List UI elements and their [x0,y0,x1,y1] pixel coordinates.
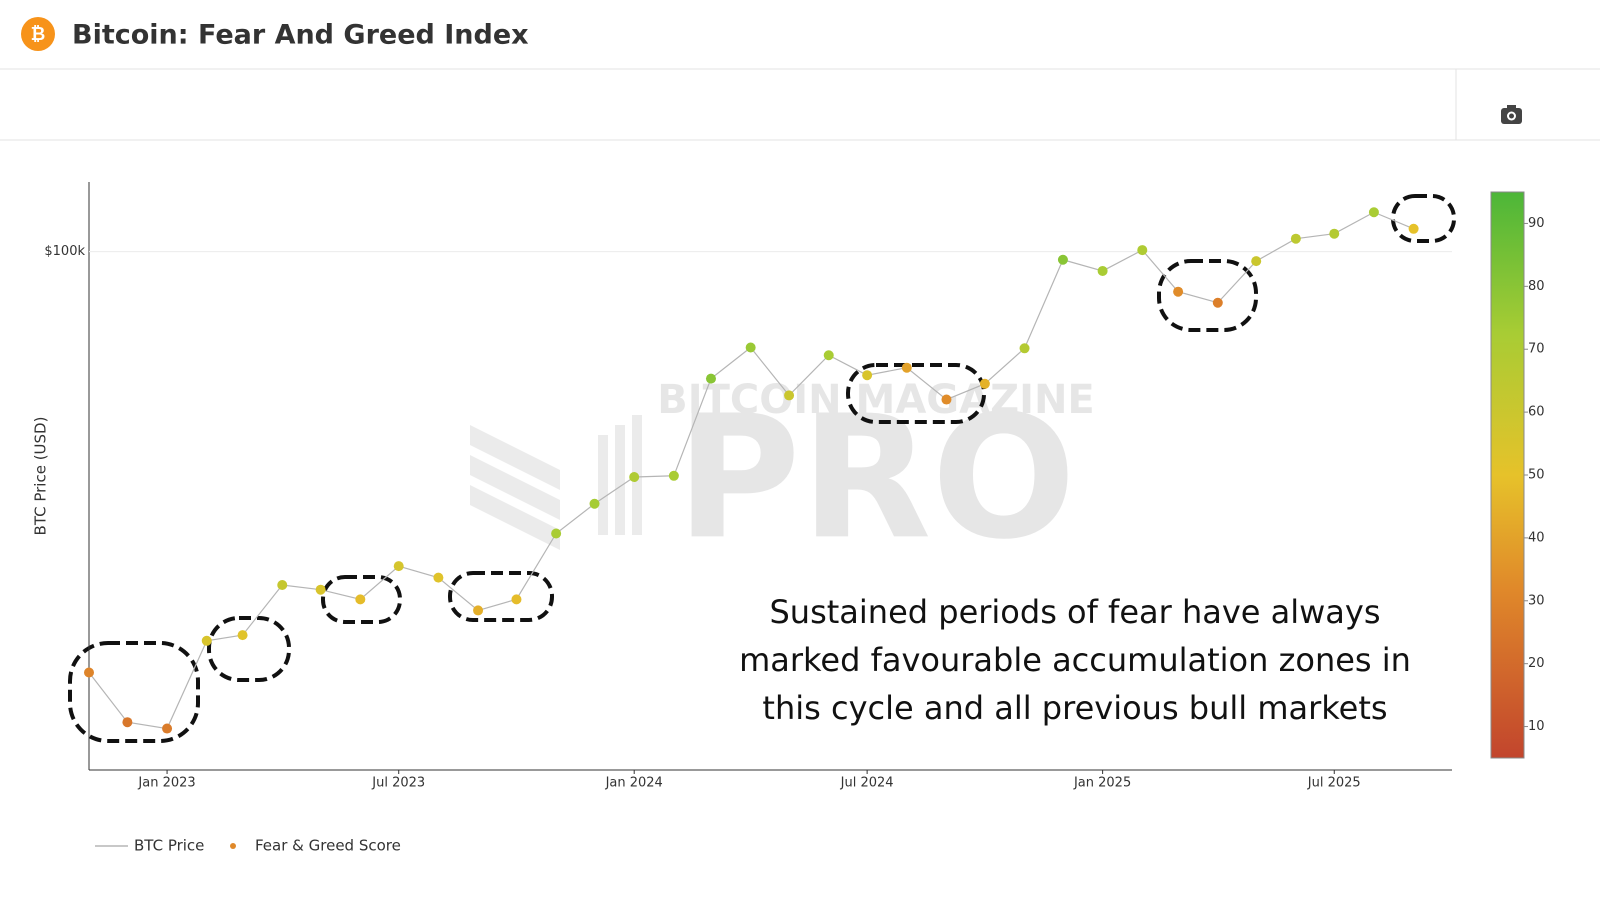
score-point [979,378,990,389]
score-point [122,717,133,728]
x-tick-label: Jul 2025 [1307,776,1361,791]
score-point [745,342,756,353]
score-point [201,635,212,646]
colorbar-tick-label: 50 [1528,468,1545,483]
score-point [433,572,444,583]
score-point [1408,223,1419,234]
score-point [551,528,562,539]
legend-label: Fear & Greed Score [255,837,401,855]
watermark: BITCOIN MAGAZINE PRO [470,377,1095,577]
score-point [668,470,679,481]
colorbar-tick-label: 90 [1528,216,1545,231]
score-point [784,390,795,401]
colorbar-tick-label: 70 [1528,342,1545,357]
score-point [1212,297,1223,308]
highlight-zones [68,194,1456,743]
score-point [277,580,288,591]
x-tick-label: Jul 2024 [840,776,894,791]
score-point [862,370,873,381]
watermark-top: BITCOIN MAGAZINE [657,377,1095,423]
score-point [84,667,94,678]
score-point [941,394,952,405]
colorbar-tick-label: 80 [1528,279,1545,294]
score-point [1368,207,1379,218]
score-point [162,723,173,734]
colorbar-tick-label: 60 [1528,405,1545,420]
score-point [1173,286,1184,297]
score-point [393,561,404,572]
annotation: this cycle and all previous bull markets [762,689,1387,727]
legend-label: BTC Price [134,837,204,855]
score-point [1251,256,1262,267]
score-point [1329,228,1340,239]
x-tick-label: Jan 2024 [605,776,663,791]
score-point [705,373,716,384]
score-point [1137,245,1148,256]
score-point [629,472,640,483]
score-point [1057,254,1068,265]
colorbar-tick-label: 40 [1528,530,1545,545]
score-point [1019,343,1030,354]
page-title: Bitcoin: Fear And Greed Index [72,20,529,51]
score-point [1097,265,1108,276]
score-point [315,584,326,595]
score-point [589,498,600,509]
camera-button[interactable] [1501,105,1522,124]
score-point [901,362,912,373]
x-tick-label: Jan 2025 [1073,776,1131,791]
score-point [511,594,522,605]
score-point [823,350,834,361]
colorbar [1490,191,1525,759]
score-point [1290,233,1301,244]
score-point [237,630,248,641]
annotation: marked favourable accumulation zones in [739,641,1411,679]
y-axis-title: BTC Price (USD) [32,417,50,536]
bitcoin-logo [21,17,55,51]
score-point [355,594,366,605]
y-tick-label: $100k [44,244,85,259]
watermark-main: PRO [676,379,1076,577]
colorbar-tick-label: 30 [1528,593,1545,608]
annotation: Sustained periods of fear have always [769,593,1380,631]
x-tick-label: Jul 2023 [371,776,425,791]
legend-dot [230,843,236,849]
logo-glyph: ₿ [31,24,46,45]
x-tick-label: Jan 2023 [137,776,195,791]
score-point [473,605,484,616]
colorbar-tick-label: 10 [1528,719,1545,734]
colorbar-tick-label: 20 [1528,656,1545,671]
